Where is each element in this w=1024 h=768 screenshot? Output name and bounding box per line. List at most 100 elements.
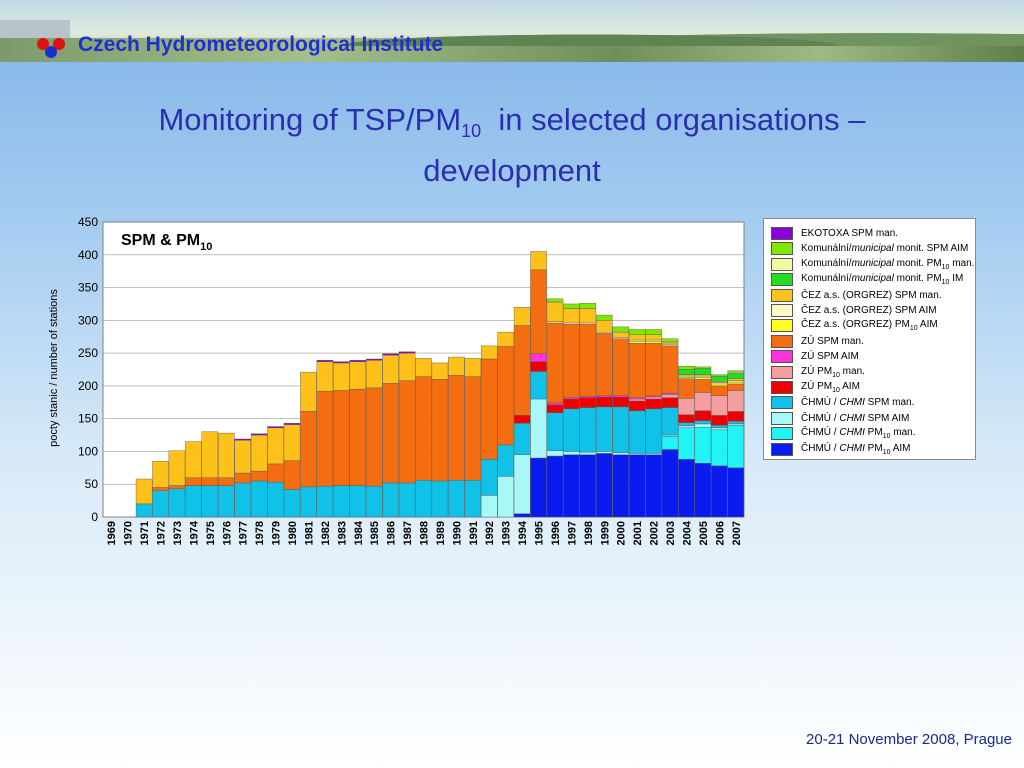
legend-label: ZÚ SPM man. (801, 335, 864, 347)
bar-segment (579, 303, 597, 309)
x-tick-label: 1988 (419, 521, 431, 545)
x-tick-label: 1979 (271, 521, 283, 545)
bar-segment (628, 398, 646, 402)
bar-segment (645, 398, 662, 410)
bar-segment (267, 463, 284, 483)
x-tick-label: 1991 (468, 521, 480, 545)
bar-segment (661, 345, 679, 394)
bar-segment (398, 380, 416, 484)
legend-swatch (771, 381, 793, 394)
x-tick-label: 1986 (386, 521, 398, 545)
legend-label: ČEZ a.s. (ORGREZ) PM10 AIM (801, 319, 938, 333)
legend-label: ČHMÚ / CHMI SPM man. (801, 397, 915, 409)
bar-segment (694, 420, 712, 425)
bar-segment (563, 408, 580, 452)
bar-segment (283, 423, 301, 425)
bar-segment (694, 375, 712, 378)
bar-segment (349, 485, 367, 518)
legend-swatch (771, 273, 793, 287)
legend-item: ZÚ SPM AIM (771, 349, 859, 364)
bar-segment (349, 361, 367, 390)
bar-segment (711, 374, 728, 377)
bar-segment (513, 415, 531, 424)
legend-swatch (771, 442, 793, 456)
bar-segment (185, 477, 202, 486)
bar-segment (661, 394, 679, 398)
bar-segment (415, 376, 432, 481)
x-tick-label: 2000 (616, 521, 628, 545)
legend-label: ČHMÚ / CHMI SPM AIM (801, 412, 910, 424)
legend-swatch (771, 257, 793, 271)
bar-segment (711, 425, 728, 429)
bar-segment (645, 341, 662, 344)
bar-segment (678, 425, 695, 429)
x-tick-label: 1978 (254, 521, 266, 545)
bar-segment (546, 412, 564, 451)
bar-segment (513, 423, 531, 455)
bar-segment (579, 451, 597, 455)
legend-label: ZÚ PM10 AIM (801, 381, 860, 394)
x-tick-label: 1980 (287, 521, 299, 545)
bar-segment (596, 333, 613, 396)
x-tick-labels: 1969 1970 1971 1972 1973 1974 1975 1976 1977 1978… (106, 520, 743, 545)
bar-segment (497, 346, 514, 446)
x-tick-label: 1995 (534, 521, 546, 545)
legend-item: Komunální/municipal monit. PM10 IM (771, 272, 963, 287)
bar-segment (678, 375, 695, 378)
bar-segment (513, 325, 531, 416)
bar-segment (563, 398, 580, 410)
bar-segment (234, 440, 251, 474)
bar-segment (415, 358, 432, 377)
legend-label: ČEZ a.s. (ORGREZ) SPM AIM (801, 305, 937, 316)
y-tick-label: 350 (78, 281, 98, 295)
bar-segment (694, 423, 712, 428)
bar-segment (530, 371, 547, 400)
x-tick-label: 1969 (106, 521, 118, 545)
bar-segment (645, 454, 662, 518)
bar-segment (201, 477, 219, 486)
bar-segment (678, 459, 695, 518)
bar-segment (382, 353, 399, 356)
x-tick-label: 1992 (484, 521, 496, 545)
chart-title: SPM & PM10 (121, 232, 212, 253)
y-tick-label: 200 (78, 379, 98, 393)
x-tick-label: 1993 (501, 521, 513, 545)
bar-segment (234, 472, 251, 484)
bar-segment (546, 322, 564, 404)
bar-segment (563, 454, 580, 518)
bar-segment (398, 351, 416, 354)
bar-segment (448, 480, 465, 518)
bar-segment (300, 411, 317, 488)
bar-segment (398, 352, 416, 381)
bar-segment (694, 410, 712, 421)
legend-item: Komunální/municipal monit. PM10 man. (771, 257, 974, 272)
legend-swatch (771, 242, 793, 256)
footer-date: 20-21 November 2008, Prague (806, 731, 1012, 748)
bar-segment (711, 427, 728, 431)
legend-label: Komunální/municipal monit. PM10 man. (801, 257, 975, 271)
y-tick-label: 100 (78, 444, 98, 458)
bar-segment (513, 454, 531, 514)
x-tick-label: 1976 (221, 521, 233, 545)
bar-segment (694, 366, 712, 369)
bar-segment (694, 367, 712, 375)
x-tick-label: 1998 (583, 521, 595, 545)
bar-segment (678, 369, 695, 375)
bar-segment (661, 407, 679, 436)
legend-swatch (771, 227, 793, 240)
bar-segment (727, 383, 745, 391)
bar-segment (135, 478, 153, 505)
legend-swatch (771, 427, 793, 441)
legend-item: ČEZ a.s. (ORGREZ) SPM AIM (771, 303, 937, 318)
title-subscript: 10 (461, 121, 482, 142)
bar-segment (513, 513, 531, 518)
chart-legend: EKOTOXA SPM man. Komunální/municipal moni… (763, 218, 976, 460)
bar-segment (612, 326, 629, 333)
x-tick-label: 2004 (682, 520, 694, 545)
legend-label: Komunální/municipal monit. PM10 IM (801, 273, 964, 287)
bar-segment (152, 490, 169, 518)
bar-segment (333, 361, 350, 364)
bar-segment (628, 341, 646, 344)
bar-segment (382, 482, 399, 518)
legend-item: ZÚ PM10 AIM (771, 380, 860, 395)
